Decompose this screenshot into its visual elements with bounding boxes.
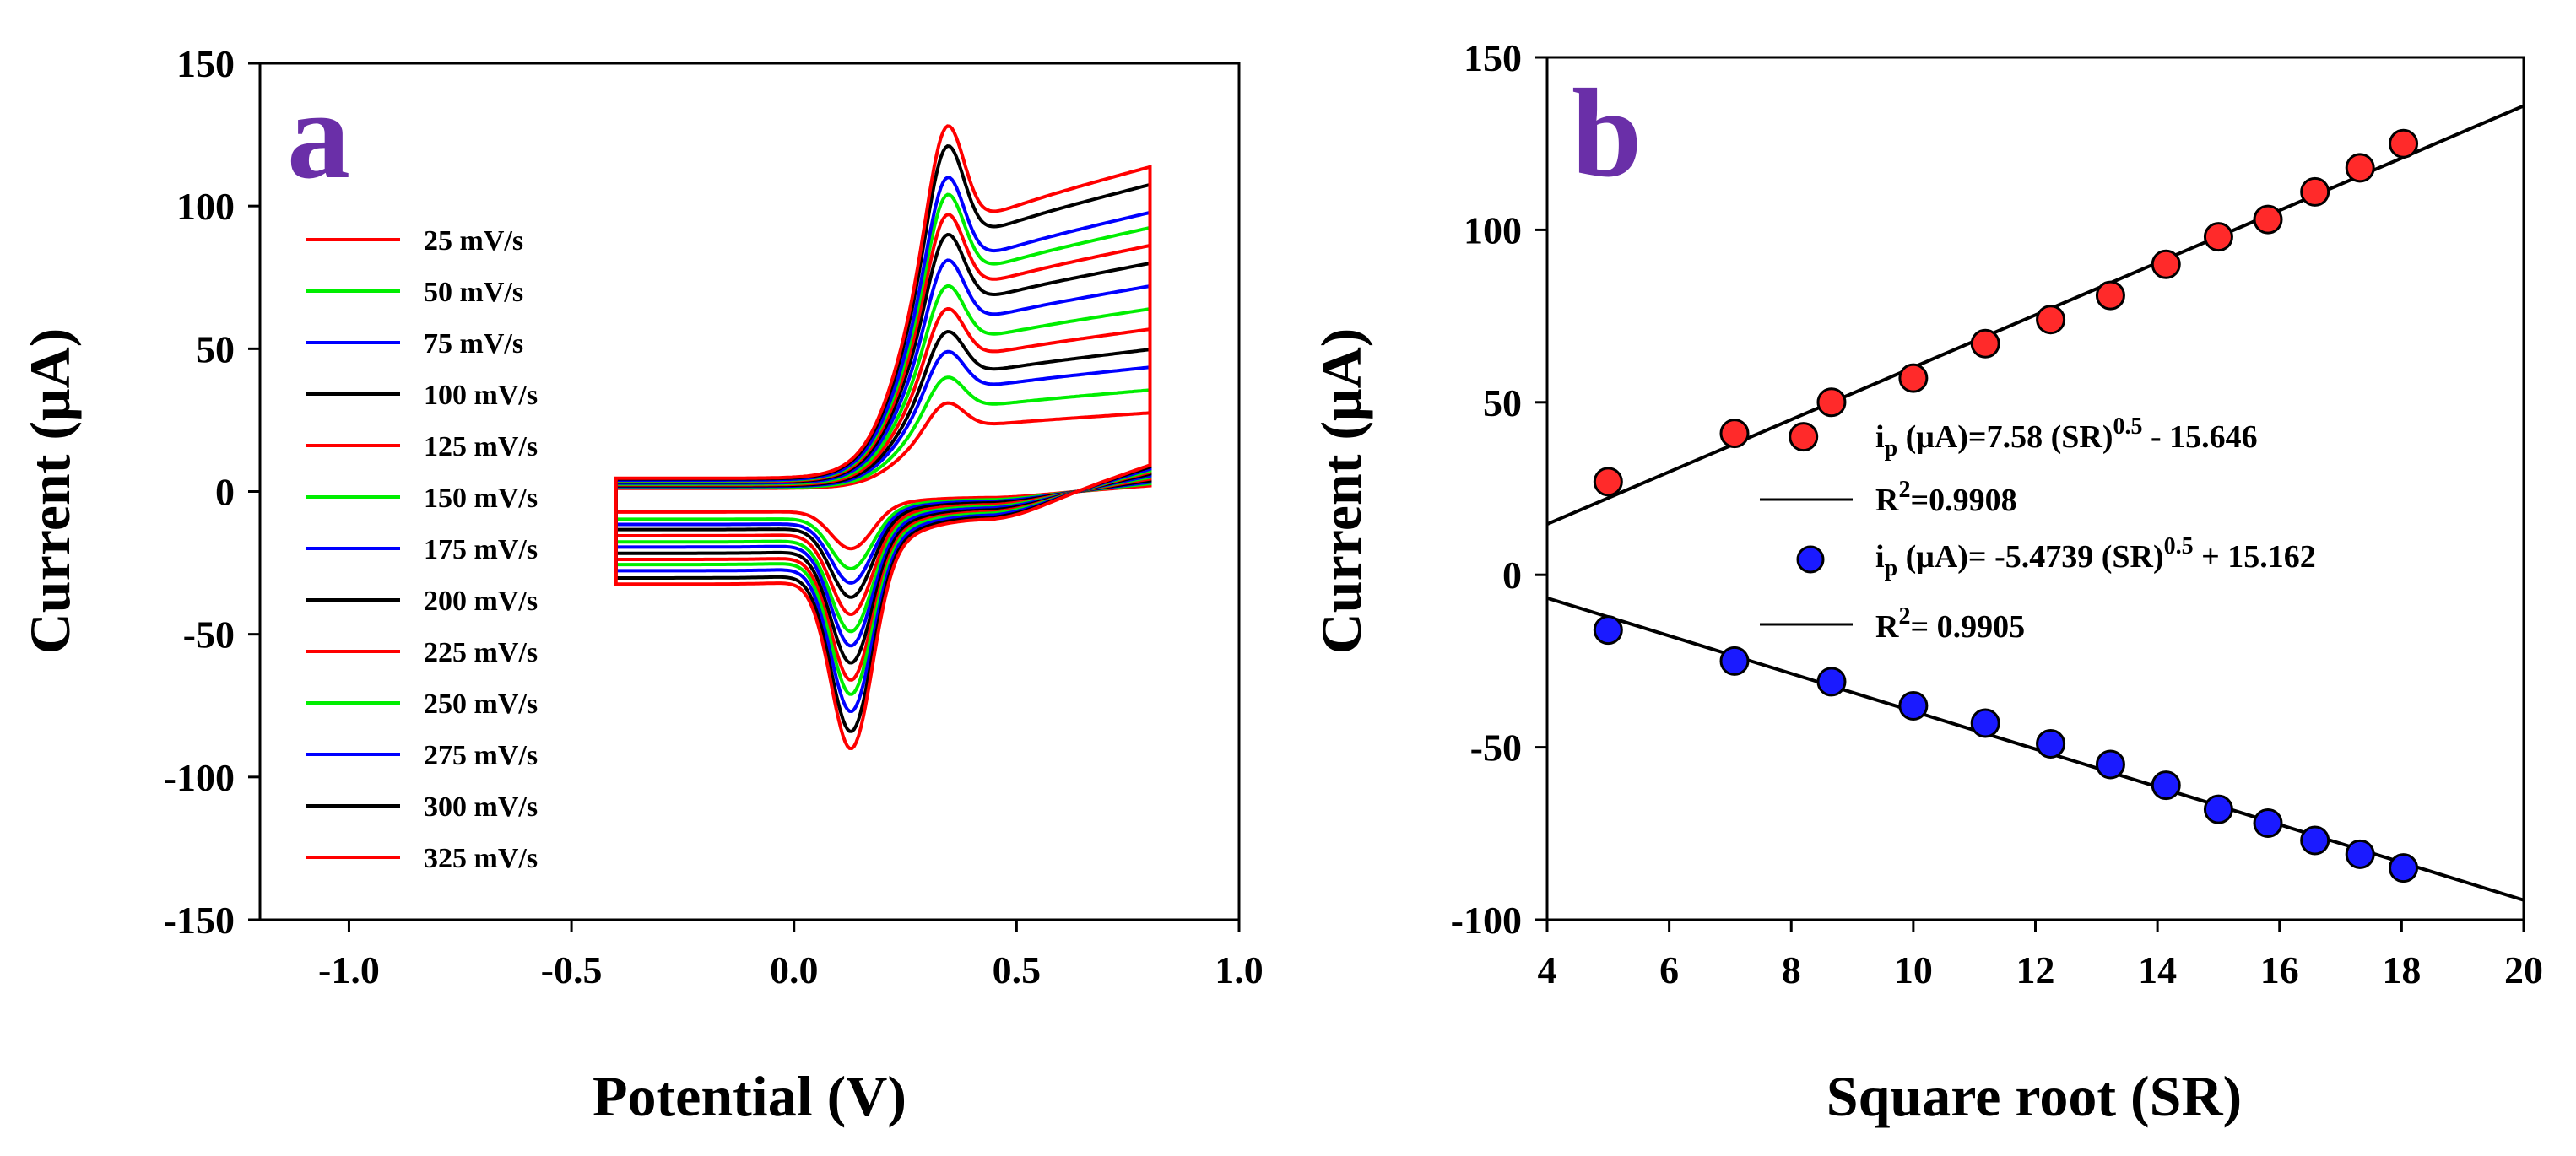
y-tick-label: 150 bbox=[176, 42, 235, 85]
x-tick-label: 12 bbox=[2016, 948, 2055, 991]
y-tick-label: -50 bbox=[1470, 727, 1522, 770]
plot-frame-b bbox=[1545, 56, 2525, 921]
y-tick-label: 150 bbox=[1464, 36, 1522, 79]
cathodic-point bbox=[2389, 853, 2419, 883]
cathodic-point bbox=[2300, 825, 2330, 856]
y-tick-label: 0 bbox=[1502, 554, 1522, 597]
legend-label: 125 mV/s bbox=[424, 431, 538, 462]
y-tick-label: 100 bbox=[1464, 208, 1522, 251]
anodic-point bbox=[2345, 153, 2375, 183]
y-tick-label: 50 bbox=[1483, 381, 1522, 424]
x-tick-label: 1.0 bbox=[1215, 948, 1264, 991]
legend-label: 325 mV/s bbox=[424, 843, 538, 874]
cathodic-point bbox=[2253, 808, 2283, 839]
x-axis-label-b: Square root (SR) bbox=[1826, 1064, 2242, 1128]
chart-panel-a: a -1.0 -0.5 0.0 0.5 1.0 150 100 50 0 -50 -100 -150… bbox=[18, 42, 1264, 1128]
y-ticks-b: 150 100 50 0 -50 -100 bbox=[1451, 36, 1547, 942]
x-tick-label: -1.0 bbox=[318, 948, 380, 991]
cathodic-point bbox=[2036, 729, 2066, 759]
legend-a: 25 mV/s 50 mV/s 75 mV/s 100 mV/s 125 mV/s 150… bbox=[306, 225, 538, 874]
x-tick-label: 6 bbox=[1659, 948, 1679, 991]
legend-label: 150 mV/s bbox=[424, 483, 538, 514]
cv-curve bbox=[614, 124, 1152, 751]
fit-lines bbox=[1546, 104, 2525, 902]
anodic-point bbox=[2389, 128, 2419, 159]
x-tick-label: 4 bbox=[1538, 948, 1557, 991]
cathodic-point bbox=[1719, 646, 1750, 676]
anodic-equation: ip (μA)=7.58 (SR)0.5 - 15.646 bbox=[1875, 413, 2258, 462]
cathodic-point bbox=[2203, 794, 2233, 824]
x-axis-label-a: Potential (V) bbox=[593, 1064, 906, 1128]
cathodic-point bbox=[1593, 615, 1623, 646]
x-tick-label: 20 bbox=[2504, 948, 2543, 991]
anodic-point bbox=[2203, 222, 2233, 252]
legend-label: 100 mV/s bbox=[424, 380, 538, 411]
y-tick-label: 100 bbox=[176, 185, 235, 228]
anodic-point bbox=[2300, 176, 2330, 207]
legend-label: 25 mV/s bbox=[424, 225, 523, 257]
cathodic-r2: R2= 0.9905 bbox=[1875, 603, 2025, 645]
legend-label: 75 mV/s bbox=[424, 328, 523, 359]
anodic-r2: R2=0.9908 bbox=[1875, 477, 2017, 518]
anodic-point bbox=[1719, 419, 1750, 449]
x-tick-label: 14 bbox=[2138, 948, 2177, 991]
cathodic-point bbox=[2095, 749, 2125, 780]
legend-label: 50 mV/s bbox=[424, 277, 523, 308]
legend-b: ip (μA)=7.58 (SR)0.5 - 15.646 R2=0.9908 … bbox=[1760, 413, 2316, 645]
x-tick-label: 8 bbox=[1782, 948, 1801, 991]
y-axis-label-b: Current (μA) bbox=[1309, 328, 1373, 655]
anodic-point bbox=[2036, 305, 2066, 335]
anodic-point bbox=[1898, 363, 1929, 393]
anodic-point bbox=[2253, 204, 2283, 235]
x-tick-label: 0.5 bbox=[993, 948, 1042, 991]
legend-label: 300 mV/s bbox=[424, 791, 538, 823]
cathodic-equation: ip (μA)= -5.4739 (SR)0.5 + 15.162 bbox=[1875, 533, 2316, 581]
anodic-point bbox=[2095, 280, 2125, 311]
legend-label: 175 mV/s bbox=[424, 534, 538, 565]
x-tick-label: 0.0 bbox=[770, 948, 819, 991]
anodic-point bbox=[1816, 387, 1847, 418]
x-tick-label: 18 bbox=[2382, 948, 2421, 991]
panel-label-b: b bbox=[1572, 63, 1642, 203]
anodic-point bbox=[2151, 249, 2181, 279]
data-points bbox=[1593, 128, 2419, 883]
anodic-point bbox=[1789, 422, 1819, 452]
y-ticks-a: 150 100 50 0 -50 -100 -150 bbox=[164, 42, 260, 942]
y-tick-label: -100 bbox=[1451, 899, 1522, 942]
anodic-point bbox=[1970, 328, 2000, 359]
x-tick-label: 10 bbox=[1894, 948, 1933, 991]
legend-label: 200 mV/s bbox=[424, 586, 538, 617]
cv-curves bbox=[614, 124, 1152, 751]
legend-label: 250 mV/s bbox=[424, 689, 538, 720]
y-tick-label: -50 bbox=[183, 613, 235, 656]
cathodic-point bbox=[1898, 691, 1929, 721]
y-tick-label: -100 bbox=[164, 756, 235, 799]
anodic-fit-line bbox=[1546, 104, 2525, 527]
x-ticks-b: 4 6 8 10 12 14 16 18 20 bbox=[1538, 920, 2543, 991]
chart-panel-b: b 4 6 8 10 12 14 16 18 20 150 100 50 0 -50 -100 ip (μ… bbox=[1309, 36, 2543, 1128]
cathodic-point bbox=[2151, 770, 2181, 801]
legend-label: 275 mV/s bbox=[424, 740, 538, 771]
cathodic-legend-marker bbox=[1796, 545, 1825, 574]
cathodic-fit-line bbox=[1546, 596, 2525, 902]
cathodic-point bbox=[1970, 708, 2000, 738]
y-tick-label: -150 bbox=[164, 899, 235, 942]
panel-label-a: a bbox=[287, 65, 350, 205]
y-tick-label: 50 bbox=[196, 327, 235, 370]
x-ticks-a: -1.0 -0.5 0.0 0.5 1.0 bbox=[318, 920, 1264, 991]
cathodic-point bbox=[1816, 667, 1847, 697]
y-axis-label-a: Current (μA) bbox=[18, 328, 82, 655]
x-tick-label: 16 bbox=[2260, 948, 2299, 991]
anodic-point bbox=[1593, 467, 1623, 497]
x-tick-label: -0.5 bbox=[541, 948, 603, 991]
y-tick-label: 0 bbox=[215, 471, 235, 514]
cathodic-point bbox=[2345, 839, 2375, 869]
legend-label: 225 mV/s bbox=[424, 637, 538, 668]
